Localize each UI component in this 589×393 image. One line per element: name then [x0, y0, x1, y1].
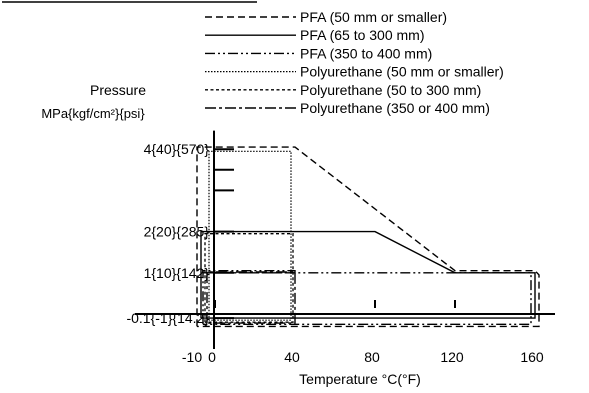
- y-tick-label-2: 1{10}{142}: [144, 265, 210, 281]
- legend-label-6: Polyurethane (350 or 400 mm): [300, 100, 490, 116]
- x-tick-label-5: 120: [440, 349, 464, 365]
- legend-label-5: Polyurethane (50 to 300 mm): [300, 82, 481, 98]
- x-tick-label-4: 80: [364, 349, 380, 365]
- legend-label-3: PFA (350 to 400 mm): [300, 45, 432, 61]
- axes: -0.1{-1}{14.2} 1{10}{142} 2{20}{285} 4{40}{…: [126, 130, 555, 365]
- legend: PFA (50 mm or smaller) PFA (65 to 300 mm)…: [205, 9, 504, 116]
- legend-label-4: Polyurethane (50 mm or smaller): [300, 64, 504, 80]
- x-tick-label-2: 0: [208, 349, 216, 365]
- x-axis-label: Temperature °C(°F): [299, 371, 421, 387]
- y-tick-label-1: -0.1{-1}{14.2}: [126, 310, 209, 326]
- legend-label-2: PFA (65 to 300 mm): [300, 27, 425, 43]
- series-line-1: [196, 146, 540, 328]
- y-tick-label-4: 4{40}{570}: [144, 141, 210, 157]
- x-tick-label-1: -10: [182, 349, 202, 365]
- y-axis-label-line2: MPa{kgf/cm²}{psi}: [41, 106, 145, 121]
- series-line-4: [208, 150, 292, 321]
- y-tick-label-3: 2{20}{285}: [144, 224, 210, 240]
- series-layer: [196, 146, 540, 328]
- series-line-3: [202, 270, 532, 325]
- series-line-5: [204, 233, 294, 323]
- x-tick-label-3: 40: [284, 349, 300, 365]
- series-line-2: [200, 230, 536, 319]
- x-tick-label-6: 160: [520, 349, 544, 365]
- series-line-6: [206, 271, 296, 324]
- y-axis-label-line1: Pressure: [90, 82, 146, 98]
- legend-label-1: PFA (50 mm or smaller): [300, 9, 447, 25]
